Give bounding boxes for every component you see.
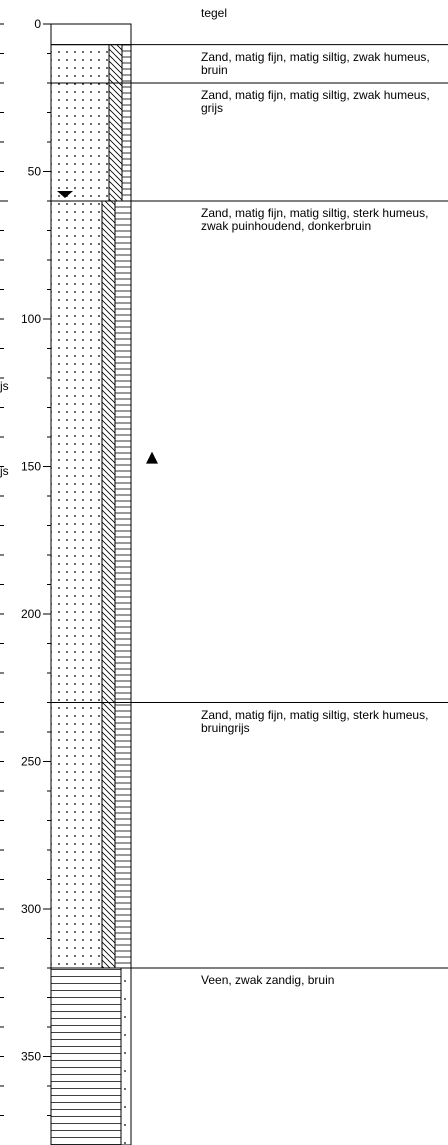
layer-description: Veen, zwak zandig, bruin: [201, 973, 335, 987]
layer-silt: [101, 702, 116, 969]
layer-tile: [50, 23, 132, 46]
groundwater-level-icon: [57, 191, 73, 199]
clipped-label: js: [0, 464, 9, 479]
depth-tick-label: 150: [21, 460, 41, 474]
layer-silt: [101, 200, 116, 703]
layer-silt: [108, 82, 123, 202]
depth-tick-label: 250: [21, 755, 41, 769]
layer-sand: [50, 82, 110, 202]
lithology-column: [50, 23, 132, 1145]
layer-humus: [114, 702, 132, 969]
depth-axis: 0 50 100 150 200 250 300 350: [0, 17, 52, 1145]
layer-humus: [121, 82, 132, 202]
layer-peat: [50, 967, 122, 1145]
layer-sand: [50, 702, 103, 969]
layer-silt: [108, 44, 123, 84]
layer-sand: [50, 44, 110, 84]
layer-humus: [121, 44, 132, 84]
layer-peat-sand: [120, 967, 132, 1145]
layer-humus: [114, 200, 132, 703]
depth-tick-label: 300: [21, 902, 41, 916]
layer-description: tegel: [201, 6, 228, 20]
layer-description: Zand, matig fijn, matig siltig, sterk hu…: [201, 707, 429, 735]
sample-triangle-icon: [146, 451, 158, 464]
depth-tick-label: 200: [21, 607, 41, 621]
layer-sand: [50, 200, 103, 703]
clipped-label: js: [0, 378, 9, 393]
depth-tick-label: 0: [34, 17, 41, 31]
layer-dividers: [0, 44, 448, 969]
layer-description: Zand, matig fijn, matig siltig, zwak hum…: [201, 88, 430, 115]
layer-description: Zand, matig fijn, matig siltig, zwak hum…: [201, 49, 430, 77]
markers: [57, 191, 158, 464]
layer-description: Zand, matig fijn, matig siltig, sterk hu…: [201, 206, 429, 233]
depth-tick-label: 350: [21, 1050, 41, 1064]
depth-tick-label: 100: [21, 312, 41, 326]
depth-tick-label: 50: [28, 165, 42, 179]
